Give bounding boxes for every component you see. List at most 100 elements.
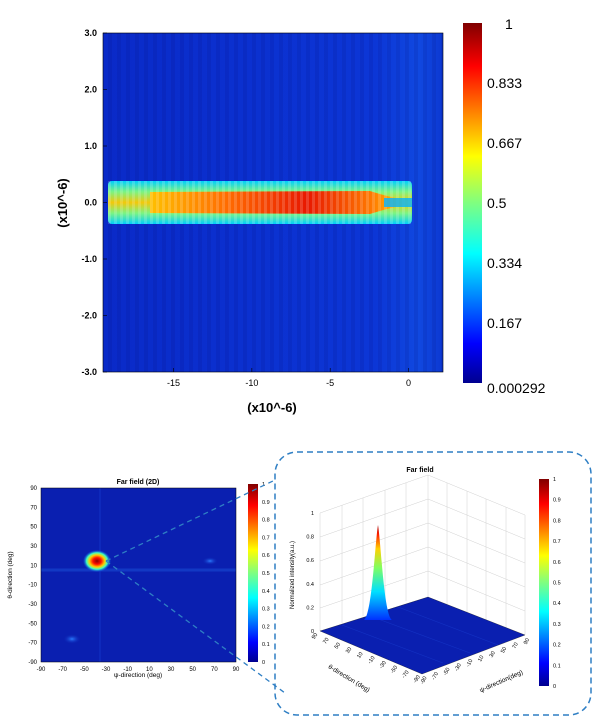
far-field-3d-psi-tick-label: 30 — [489, 650, 497, 658]
near-field-y-label: (x10^-6) — [55, 178, 70, 228]
far-field-2d-colorbar-label: 0.2 — [262, 624, 270, 630]
near-field-figure: 3.0 2.0 1.0 0.0 -1.0 -2.0 -3.0 -15 -10 -5 0 (x10^… — [55, 16, 546, 415]
far-field-3d-theta-tick-label: 50 — [334, 642, 342, 650]
far-field-3d-theta-tick-label: 90 — [311, 632, 319, 640]
far-field-2d-colorbar-label: 0.9 — [262, 500, 270, 506]
far-field-3d-z-tick-label: 0 — [311, 629, 314, 635]
far-field-3d-title: Far field — [406, 467, 433, 474]
far-field-3d-colorbar-label: 0.3 — [553, 622, 561, 628]
far-field-3d-z-tick-label: 0.4 — [306, 582, 314, 588]
far-field-2d-x-tick-label: -30 — [102, 667, 111, 673]
far-field-2d-colorbar — [248, 484, 258, 662]
far-field-3d-psi-tick-label: -10 — [465, 658, 474, 668]
far-field-3d-colorbar-label: 0 — [553, 684, 556, 690]
near-field-colorbar-label: 1 — [505, 16, 513, 32]
far-field-3d-colorbar-label: 0.1 — [553, 663, 561, 669]
far-field-3d-z-label: Normalized intensity(a.u.) — [290, 541, 296, 609]
far-field-3d-colorbar-label: 0.5 — [553, 581, 561, 587]
far-field-3d-z-tick-label: 0.8 — [306, 535, 314, 541]
far-field-2d-colorbar-label: 0.5 — [262, 571, 270, 577]
far-field-2d-title: Far field (2D) — [117, 479, 160, 486]
near-field-x-tick-label: -10 — [245, 378, 258, 388]
far-field-3d-colorbar-label: 1 — [553, 477, 556, 483]
near-field-y-tick-label: -1.0 — [81, 254, 97, 264]
far-field-2d-x-tick-label: 10 — [146, 667, 153, 673]
far-field-2d-y-tick-label: -10 — [28, 583, 37, 589]
far-field-2d-x-label: ψ-direction (deg) — [114, 672, 162, 679]
far-field-3d-colorbar-label: 0.8 — [553, 518, 561, 524]
far-field-3d-theta-tick-label: -90 — [412, 674, 421, 684]
far-field-3d-z-tick-label: 0.2 — [306, 605, 314, 611]
far-field-3d-psi-tick-label: 50 — [500, 646, 508, 654]
far-field-2d-y-tick-label: 10 — [30, 563, 37, 569]
near-field-x-ticks: -15 -10 -5 0 — [167, 368, 411, 388]
far-field-3d-theta-tick-label: -10 — [367, 655, 376, 665]
far-field-3d-figure: Far field 1 0.8 0.6 0.4 0.2 0 Normalized inte… — [290, 467, 561, 694]
far-field-3d-colorbar-label: 0.7 — [553, 539, 561, 545]
far-field-2d-colorbar-label: 0.3 — [262, 607, 270, 613]
callout-connector-bottom — [105, 560, 286, 694]
far-field-3d-psi-tick-label: -70 — [431, 671, 440, 681]
far-field-2d-colorbar-label: 0 — [262, 660, 265, 666]
far-field-3d-z-ticks: 1 0.8 0.6 0.4 0.2 0 — [306, 511, 314, 635]
far-field-3d-theta-tick-label: 30 — [345, 646, 353, 654]
far-field-2d-colorbar-label: 0.4 — [262, 589, 270, 595]
near-field-colorbar-label: 0.167 — [487, 315, 522, 331]
far-field-2d-x-tick-label: 70 — [211, 667, 218, 673]
far-field-2d-x-tick-label: 90 — [233, 667, 240, 673]
near-field-x-label: (x10^-6) — [247, 400, 297, 415]
far-field-2d-x-tick-label: -70 — [58, 667, 67, 673]
far-field-3d-psi-tick-label: -90 — [420, 676, 429, 686]
far-field-2d-x-tick-label: 30 — [168, 667, 175, 673]
near-field-y-tick-label: -3.0 — [81, 367, 97, 377]
far-field-3d-psi-tick-label: 10 — [477, 655, 485, 663]
near-field-y-tick-label: 3.0 — [84, 28, 97, 38]
far-field-2d-y-label: θ-direction (deg) — [7, 551, 14, 598]
near-field-colorbar-label: 0.667 — [487, 135, 522, 151]
far-field-2d-y-tick-label: 70 — [30, 505, 37, 511]
far-field-3d-grid — [319, 474, 526, 635]
far-field-2d-x-ticks: -90 -70 -50 -30 -10 10 30 50 70 90 — [37, 667, 240, 673]
far-field-2d-y-tick-label: -90 — [28, 660, 37, 666]
far-field-3d-psi-tick-label: -50 — [443, 667, 452, 677]
near-field-colorbar-label: 0.833 — [487, 75, 522, 91]
far-field-2d-x-tick-label: -50 — [80, 667, 89, 673]
far-field-3d-theta-tick-label: -30 — [378, 660, 387, 670]
far-field-3d-psi-tick-label: 90 — [523, 637, 531, 645]
near-field-colorbar-label: 0.5 — [487, 195, 507, 211]
far-field-2d-colorbar-label: 0.1 — [262, 642, 270, 648]
near-field-y-tick-label: -2.0 — [81, 311, 97, 321]
far-field-3d-theta-tick-label: -50 — [390, 665, 399, 675]
far-field-2d-peak — [83, 550, 111, 572]
far-field-3d-psi-tick-label: 70 — [512, 642, 520, 650]
near-field-x-tick-label: 0 — [406, 378, 411, 388]
near-field-y-ticks: 3.0 2.0 1.0 0.0 -1.0 -2.0 -3.0 — [81, 28, 107, 377]
near-field-y-tick-label: 0.0 — [84, 198, 97, 208]
far-field-2d-y-ticks: 90 70 50 30 10 -10 -30 -50 -70 -90 — [28, 486, 37, 666]
far-field-2d-y-tick-label: -70 — [28, 641, 37, 647]
far-field-3d-z-tick-label: 0.6 — [306, 558, 314, 564]
far-field-2d-y-tick-label: 90 — [30, 486, 37, 492]
far-field-2d-y-tick-label: -50 — [28, 621, 37, 627]
far-field-2d-x-tick-label: -10 — [123, 667, 132, 673]
callout-overlay — [105, 451, 592, 716]
far-field-3d-z-tick-label: 1 — [311, 511, 314, 517]
far-field-2d-colorbar-label: 0.7 — [262, 535, 270, 541]
callout-frame — [274, 451, 592, 716]
far-field-3d-theta-tick-label: -70 — [401, 670, 410, 680]
far-field-3d-colorbar — [539, 479, 549, 686]
far-field-3d-psi-label: ψ-direction(deg) — [479, 669, 524, 694]
far-field-3d-colorbar-label: 0.2 — [553, 643, 561, 649]
far-field-2d-x-tick-label: -90 — [37, 667, 46, 673]
near-field-heatmap — [103, 33, 443, 372]
far-field-3d-peak — [364, 525, 392, 620]
far-field-3d-psi-tick-label: -30 — [454, 663, 463, 673]
far-field-3d-colorbar-label: 0.9 — [553, 498, 561, 504]
near-field-colorbar-label: 0.000292 — [487, 380, 546, 396]
far-field-3d-theta-tick-label: 10 — [356, 651, 364, 659]
far-field-3d-colorbar-label: 0.4 — [553, 601, 561, 607]
near-field-y-tick-label: 1.0 — [84, 141, 97, 151]
far-field-2d-y-tick-label: -30 — [28, 602, 37, 608]
